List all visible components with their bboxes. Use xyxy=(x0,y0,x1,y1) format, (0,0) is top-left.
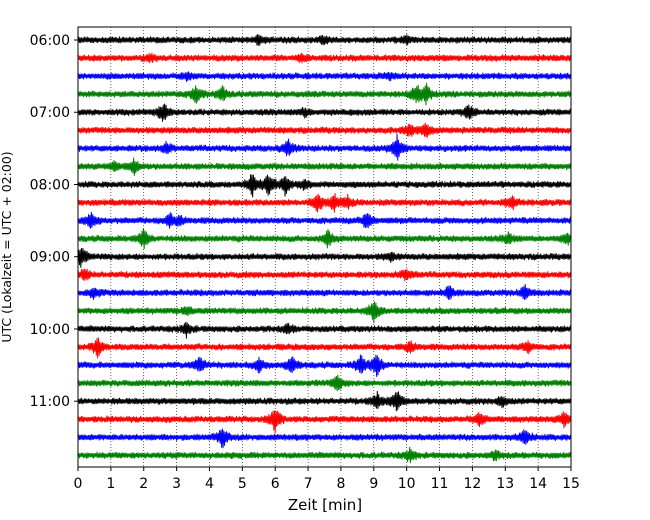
x-tick-label: 0 xyxy=(74,476,83,492)
x-tick-label: 15 xyxy=(562,476,580,492)
x-tick-label: 9 xyxy=(369,476,378,492)
trace-0830 xyxy=(77,211,572,229)
x-tick-label: 12 xyxy=(463,476,481,492)
y-tick-label: 11:00 xyxy=(30,394,70,410)
trace-1000 xyxy=(77,321,572,339)
plot-background xyxy=(78,27,571,467)
y-tick-label: 10:00 xyxy=(30,322,70,338)
trace-0745 xyxy=(77,157,572,176)
y-tick-label: 06:00 xyxy=(30,33,70,49)
trace-1045 xyxy=(77,374,572,392)
trace-1030 xyxy=(77,354,572,377)
x-axis-ticks: 0 1 2 3 4 5 6 7 8 9 10 11 12 13 14 15 xyxy=(74,467,580,492)
x-tick-label: 3 xyxy=(172,476,181,492)
trace-1015 xyxy=(77,337,572,359)
trace-0645 xyxy=(77,82,572,106)
x-tick-label: 6 xyxy=(271,476,280,492)
x-tick-label: 7 xyxy=(304,476,313,492)
y-tick-label: 08:00 xyxy=(30,177,70,193)
trace-0600 xyxy=(77,34,572,46)
x-tick-label: 4 xyxy=(205,476,214,492)
x-tick-label: 14 xyxy=(529,476,547,492)
vertical-grid-lines xyxy=(110,27,539,467)
trace-0915 xyxy=(77,268,572,282)
trace-0715 xyxy=(77,122,572,138)
trace-0900 xyxy=(77,247,572,268)
x-tick-label: 8 xyxy=(336,476,345,492)
x-axis-title: Zeit [min] xyxy=(288,496,362,514)
trace-0730 xyxy=(77,133,572,161)
y-axis-ticks: 06:00 07:00 08:00 09:00 10:00 11:00 xyxy=(30,33,78,410)
x-tick-label: 2 xyxy=(139,476,148,492)
trace-1115 xyxy=(77,410,572,434)
x-tick-label: 11 xyxy=(431,476,449,492)
trace-0630 xyxy=(77,71,572,82)
x-tick-label: 1 xyxy=(106,476,115,492)
trace-0800 xyxy=(77,174,572,198)
x-tick-label: 13 xyxy=(496,476,514,492)
y-axis-title: UTC (Lokalzeit = UTC + 02:00) xyxy=(0,151,14,342)
x-tick-label: 10 xyxy=(398,476,416,492)
trace-0945 xyxy=(77,301,572,324)
x-tick-label: 5 xyxy=(238,476,247,492)
trace-0845 xyxy=(77,228,572,250)
y-tick-label: 07:00 xyxy=(30,105,70,121)
y-tick-label: 09:00 xyxy=(30,250,70,266)
trace-1145 xyxy=(77,446,572,464)
trace-0930 xyxy=(77,283,572,300)
trace-1100 xyxy=(77,390,572,412)
plot-frame xyxy=(77,26,572,468)
trace-1130 xyxy=(77,428,572,449)
trace-0700 xyxy=(77,103,572,122)
trace-0815 xyxy=(77,193,572,213)
trace-0615 xyxy=(77,52,572,64)
seismic-traces xyxy=(77,34,572,464)
